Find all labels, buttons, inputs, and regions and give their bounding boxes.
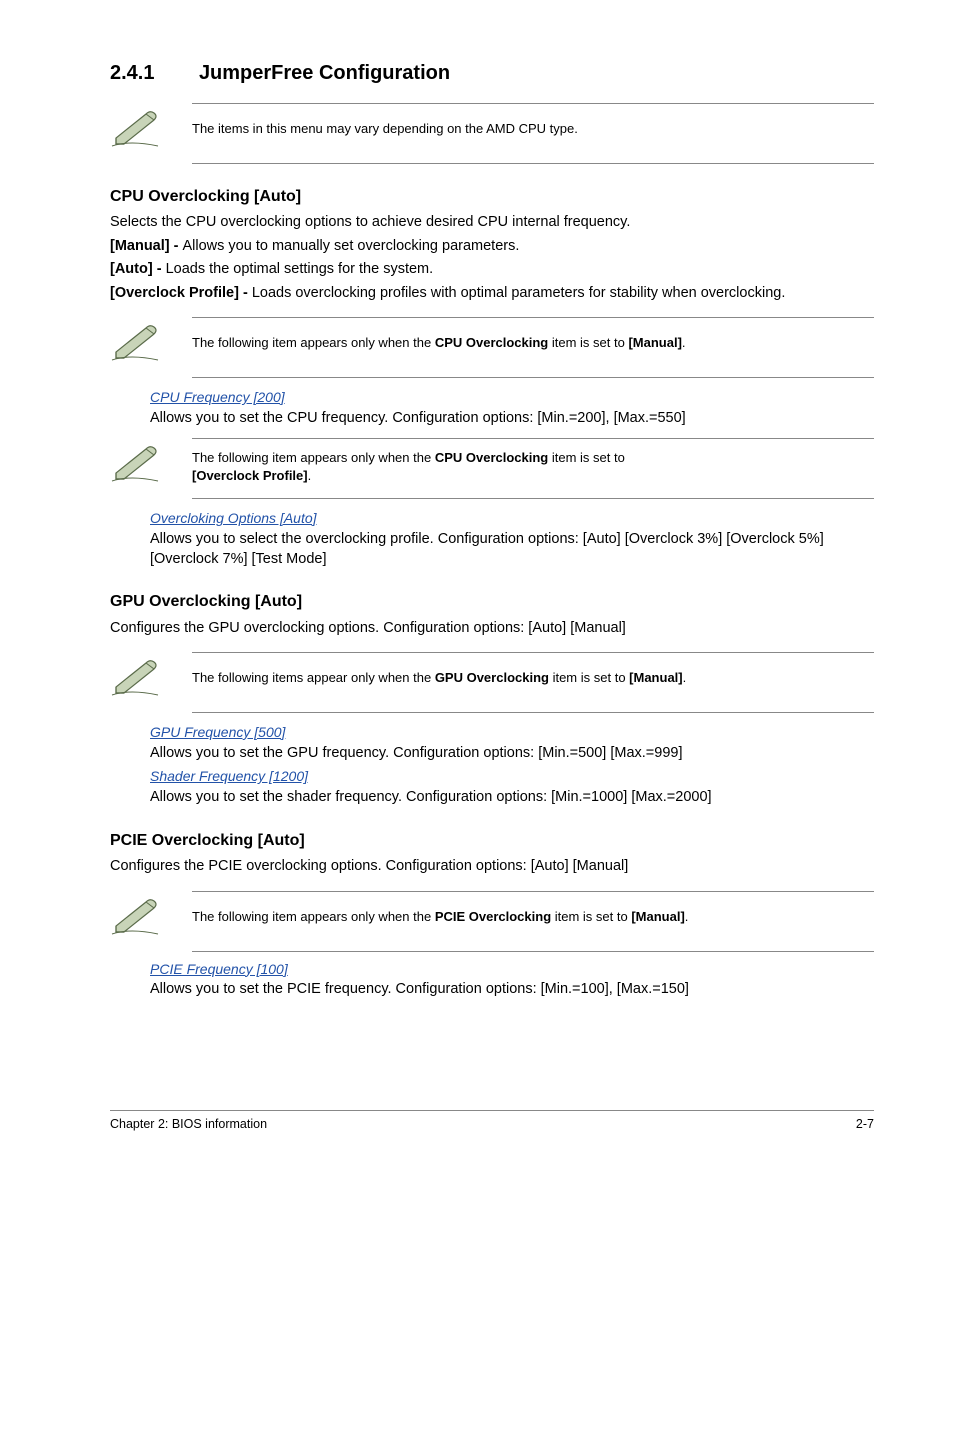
note-text: The following item appears only when the…: [192, 445, 874, 484]
text: Allows you to manually set overclocking …: [183, 238, 520, 254]
note-block: The following item appears only when the…: [110, 438, 874, 499]
link-pcie-frequency[interactable]: PCIE Frequency [100]: [150, 960, 874, 979]
note-text: The items in this menu may vary dependin…: [192, 110, 874, 138]
note-block: The following item appears only when the…: [110, 317, 874, 378]
body-text: [Auto] - Loads the optimal settings for …: [110, 260, 874, 280]
note-block: The following item appears only when the…: [110, 891, 874, 952]
pencil-icon: [110, 110, 162, 157]
pencil-icon: [110, 445, 162, 492]
note-text: The following item appears only when the…: [192, 898, 874, 926]
body-text: Configures the GPU overclocking options.…: [110, 619, 874, 639]
section-title: JumperFree Configuration: [199, 62, 450, 84]
label: [Overclock Profile] -: [110, 285, 252, 301]
body-text: Selects the CPU overclocking options to …: [110, 213, 874, 233]
note-text: The following items appear only when the…: [192, 659, 874, 687]
body-text: Allows you to set the GPU frequency. Con…: [150, 744, 874, 764]
link-gpu-frequency[interactable]: GPU Frequency [500]: [150, 723, 874, 742]
section-header: 2.4.1 JumperFree Configuration: [110, 60, 874, 87]
body-text: Allows you to set the PCIE frequency. Co…: [150, 980, 874, 1000]
cpu-heading: CPU Overclocking [Auto]: [110, 186, 874, 208]
text: Loads the optimal settings for the syste…: [166, 261, 434, 277]
note-text: The following item appears only when the…: [192, 324, 874, 352]
link-cpu-frequency[interactable]: CPU Frequency [200]: [150, 388, 874, 407]
body-text: [Overclock Profile] - Loads overclocking…: [110, 284, 874, 304]
note-block: The following items appear only when the…: [110, 652, 874, 713]
note-block: The items in this menu may vary dependin…: [110, 103, 874, 164]
label: [Auto] -: [110, 261, 166, 277]
label: [Manual] -: [110, 238, 183, 254]
footer-left: Chapter 2: BIOS information: [110, 1116, 267, 1133]
link-overclocking-options[interactable]: Overcloking Options [Auto]: [150, 509, 874, 528]
section-number: 2.4.1: [110, 60, 154, 87]
gpu-heading: GPU Overclocking [Auto]: [110, 591, 874, 613]
link-shader-frequency[interactable]: Shader Frequency [1200]: [150, 767, 874, 786]
pcie-heading: PCIE Overclocking [Auto]: [110, 830, 874, 852]
pencil-icon: [110, 659, 162, 706]
page-footer: Chapter 2: BIOS information 2-7: [110, 1110, 874, 1133]
body-text: [Manual] - Allows you to manually set ov…: [110, 237, 874, 257]
pencil-icon: [110, 324, 162, 371]
body-text: Allows you to set the shader frequency. …: [150, 788, 874, 808]
body-text: Allows you to set the CPU frequency. Con…: [150, 409, 874, 429]
text: Loads overclocking profiles with optimal…: [252, 285, 786, 301]
footer-right: 2-7: [856, 1116, 874, 1133]
body-text: Allows you to select the overclocking pr…: [150, 530, 874, 569]
body-text: Configures the PCIE overclocking options…: [110, 857, 874, 877]
pencil-icon: [110, 898, 162, 945]
